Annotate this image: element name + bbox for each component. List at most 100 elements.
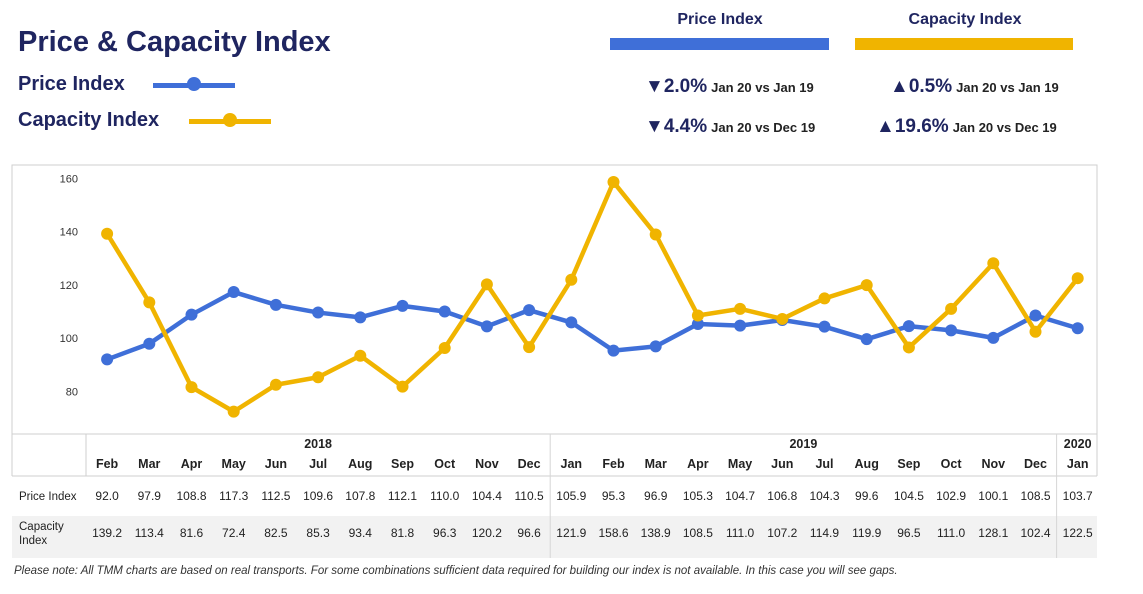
capacity-point: [860, 279, 873, 292]
price-point: [734, 319, 747, 332]
price-point: [354, 311, 367, 324]
x-tick-label: Feb: [96, 457, 119, 471]
price-value-cell: 103.7: [1063, 489, 1093, 503]
capacity-point: [945, 302, 958, 315]
chart-series: [101, 176, 1084, 418]
capacity-point: [312, 371, 325, 384]
kpi-capacity-mom-arrow: ▲: [876, 116, 895, 137]
page-title: Price & Capacity Index: [18, 26, 331, 58]
kpi-price-mom-comparison: Jan 20 vs Dec 19: [711, 120, 816, 135]
capacity-point: [987, 257, 1000, 270]
price-point: [1071, 322, 1084, 335]
capacity-value-cell: 108.5: [683, 526, 713, 540]
capacity-point: [1071, 272, 1084, 285]
price-value-cell: 104.4: [472, 489, 502, 503]
capacity-point: [691, 309, 704, 322]
capacity-value-cell: 96.5: [897, 526, 921, 540]
capacity-value-cell: 102.4: [1020, 526, 1050, 540]
capacity-value-cell: 122.5: [1063, 526, 1093, 540]
kpi-price-mom-value: 4.4%: [663, 116, 708, 137]
x-tick-label: Apr: [181, 457, 203, 471]
x-tick-label: May: [728, 457, 752, 471]
table-row-label: Price Index: [19, 491, 77, 503]
series-line-price: [104, 289, 1080, 362]
x-tick-label: Sep: [391, 457, 414, 471]
kpi-price-yoy-arrow: ▼: [645, 76, 664, 97]
y-tick-label: 140: [60, 227, 78, 239]
capacity-value-cell: 121.9: [556, 526, 586, 540]
price-value-cell: 105.9: [556, 489, 586, 503]
capacity-point: [776, 312, 789, 325]
x-tick-label: Mar: [138, 457, 160, 471]
capacity-point: [269, 378, 282, 391]
capacity-value-cell: 82.5: [264, 526, 288, 540]
price-value-cell: 104.5: [894, 489, 924, 503]
legend-label-price: Price Index: [18, 73, 125, 95]
price-point: [227, 286, 240, 299]
y-tick-label: 80: [66, 386, 78, 398]
capacity-value-cell: 107.2: [767, 526, 797, 540]
capacity-point: [480, 278, 493, 291]
price-point: [987, 331, 1000, 344]
footer-note: Please note: All TMM charts are based on…: [14, 565, 898, 577]
kpi-price-mom-arrow: ▼: [645, 116, 664, 137]
x-tick-label: Jan: [561, 457, 583, 471]
capacity-point: [649, 228, 662, 241]
capacity-value-cell: 72.4: [222, 526, 246, 540]
x-tick-label: Jan: [1067, 457, 1089, 471]
capacity-point: [101, 227, 114, 240]
x-tick-label: Jun: [771, 457, 793, 471]
price-value-cell: 110.0: [430, 489, 459, 503]
price-value-cell: 96.9: [644, 489, 668, 503]
capacity-point: [143, 296, 156, 309]
capacity-point: [185, 381, 198, 394]
x-tick-label: Oct: [434, 457, 456, 471]
price-value-cell: 110.5: [515, 489, 544, 503]
kpi-heading-price: Price Index: [677, 11, 763, 28]
data-table: 2018 2019 2020 Feb Mar Apr May Jun Jul Aug Sep Oct N…: [19, 437, 1093, 547]
capacity-value-cell: 111.0: [937, 526, 966, 540]
capacity-point: [565, 273, 578, 286]
capacity-point: [607, 176, 620, 189]
kpi-capacity-yoy: ▲0.5% Jan 20 vs Jan 19: [890, 76, 1059, 98]
kpi-heading-capacity: Capacity Index: [908, 11, 1022, 28]
capacity-value-cell: 81.6: [180, 526, 204, 540]
price-value-cell: 97.9: [138, 489, 162, 503]
price-point: [523, 304, 536, 317]
x-tick-label: Apr: [687, 457, 709, 471]
plot-border: [11, 164, 1098, 435]
price-point: [607, 344, 620, 357]
legend-dot-capacity: [223, 113, 237, 127]
y-tick-label: 120: [60, 280, 78, 292]
kpi-price-yoy: ▼2.0% Jan 20 vs Jan 19: [645, 76, 814, 98]
capacity-point: [523, 341, 536, 354]
price-value-cell: 99.6: [855, 489, 879, 503]
capacity-point: [734, 302, 747, 315]
x-tick-label: Dec: [518, 457, 541, 471]
x-tick-label: Nov: [475, 457, 499, 471]
table-row-label: Capacity: [19, 521, 64, 533]
price-point: [269, 298, 282, 311]
capacity-value-cell: 158.6: [598, 526, 628, 540]
price-value-cell: 106.8: [767, 489, 797, 503]
capacity-value-cell: 119.9: [852, 526, 881, 540]
capacity-value-cell: 111.0: [726, 526, 755, 540]
price-value-cell: 95.3: [602, 489, 626, 503]
kpi-bar-price: [610, 38, 829, 50]
capacity-value-cell: 113.4: [135, 526, 164, 540]
price-point: [480, 320, 493, 333]
legend-label-capacity: Capacity Index: [18, 109, 160, 131]
price-value-cell: 107.8: [345, 489, 375, 503]
price-point: [1029, 309, 1042, 322]
year-label: 2018: [304, 437, 332, 451]
kpi-capacity-yoy-comparison: Jan 20 vs Jan 19: [956, 80, 1059, 95]
price-value-cell: 100.1: [978, 489, 1008, 503]
capacity-point: [354, 349, 367, 362]
price-point: [691, 318, 704, 331]
capacity-value-cell: 93.4: [349, 526, 373, 540]
kpi-capacity-mom-comparison: Jan 20 vs Dec 19: [952, 120, 1057, 135]
capacity-point: [227, 405, 240, 418]
kpi-price-yoy-value: 2.0%: [663, 76, 708, 97]
price-value-cell: 102.9: [936, 489, 966, 503]
